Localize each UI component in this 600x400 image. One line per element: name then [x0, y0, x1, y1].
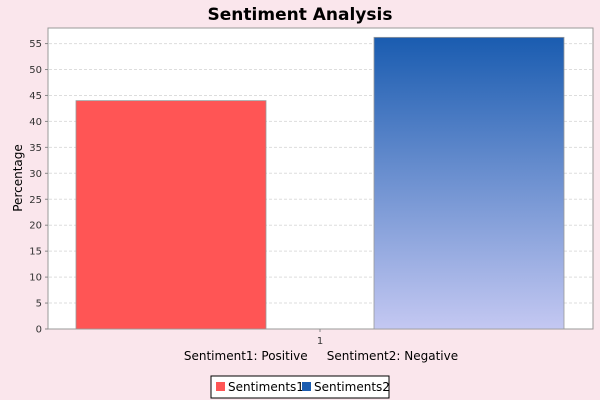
y-tick-label: 0: [36, 325, 42, 336]
y-axis-title: Percentage: [11, 144, 25, 212]
legend-box: [210, 375, 390, 399]
y-tick-label: 35: [29, 143, 42, 154]
y-axis-ticks: 0 5 10 15 20 25 30 35 40 45 50 55: [29, 39, 321, 336]
legend: Sentiments1 Sentiments2: [210, 375, 390, 399]
y-tick-label: 45: [29, 91, 42, 102]
y-tick-label: 10: [29, 273, 42, 284]
y-tick-label: 40: [29, 117, 42, 128]
bars: [75, 36, 565, 330]
legend-label-sentiments1: Sentiments1: [228, 380, 304, 394]
bar-sentiments1: [75, 100, 267, 330]
x-axis-title: Sentiment1: Positive Sentiment2: Negativ…: [184, 349, 458, 363]
y-tick-label: 50: [29, 65, 42, 76]
y-tick-label: 5: [36, 299, 42, 310]
x-tick-label: 1: [317, 336, 323, 347]
bar-sentiments2: [373, 36, 565, 330]
y-tick-label: 20: [29, 221, 42, 232]
y-tick-label: 55: [29, 39, 42, 50]
y-tick-label: 30: [29, 169, 42, 180]
y-tick-label: 25: [29, 195, 42, 206]
legend-swatch-sentiments1: [216, 382, 225, 391]
chart-title: Sentiment Analysis: [208, 5, 393, 25]
legend-swatch-sentiments2: [302, 382, 311, 391]
legend-label-sentiments2: Sentiments2: [314, 380, 390, 394]
y-tick-label: 15: [29, 247, 42, 258]
